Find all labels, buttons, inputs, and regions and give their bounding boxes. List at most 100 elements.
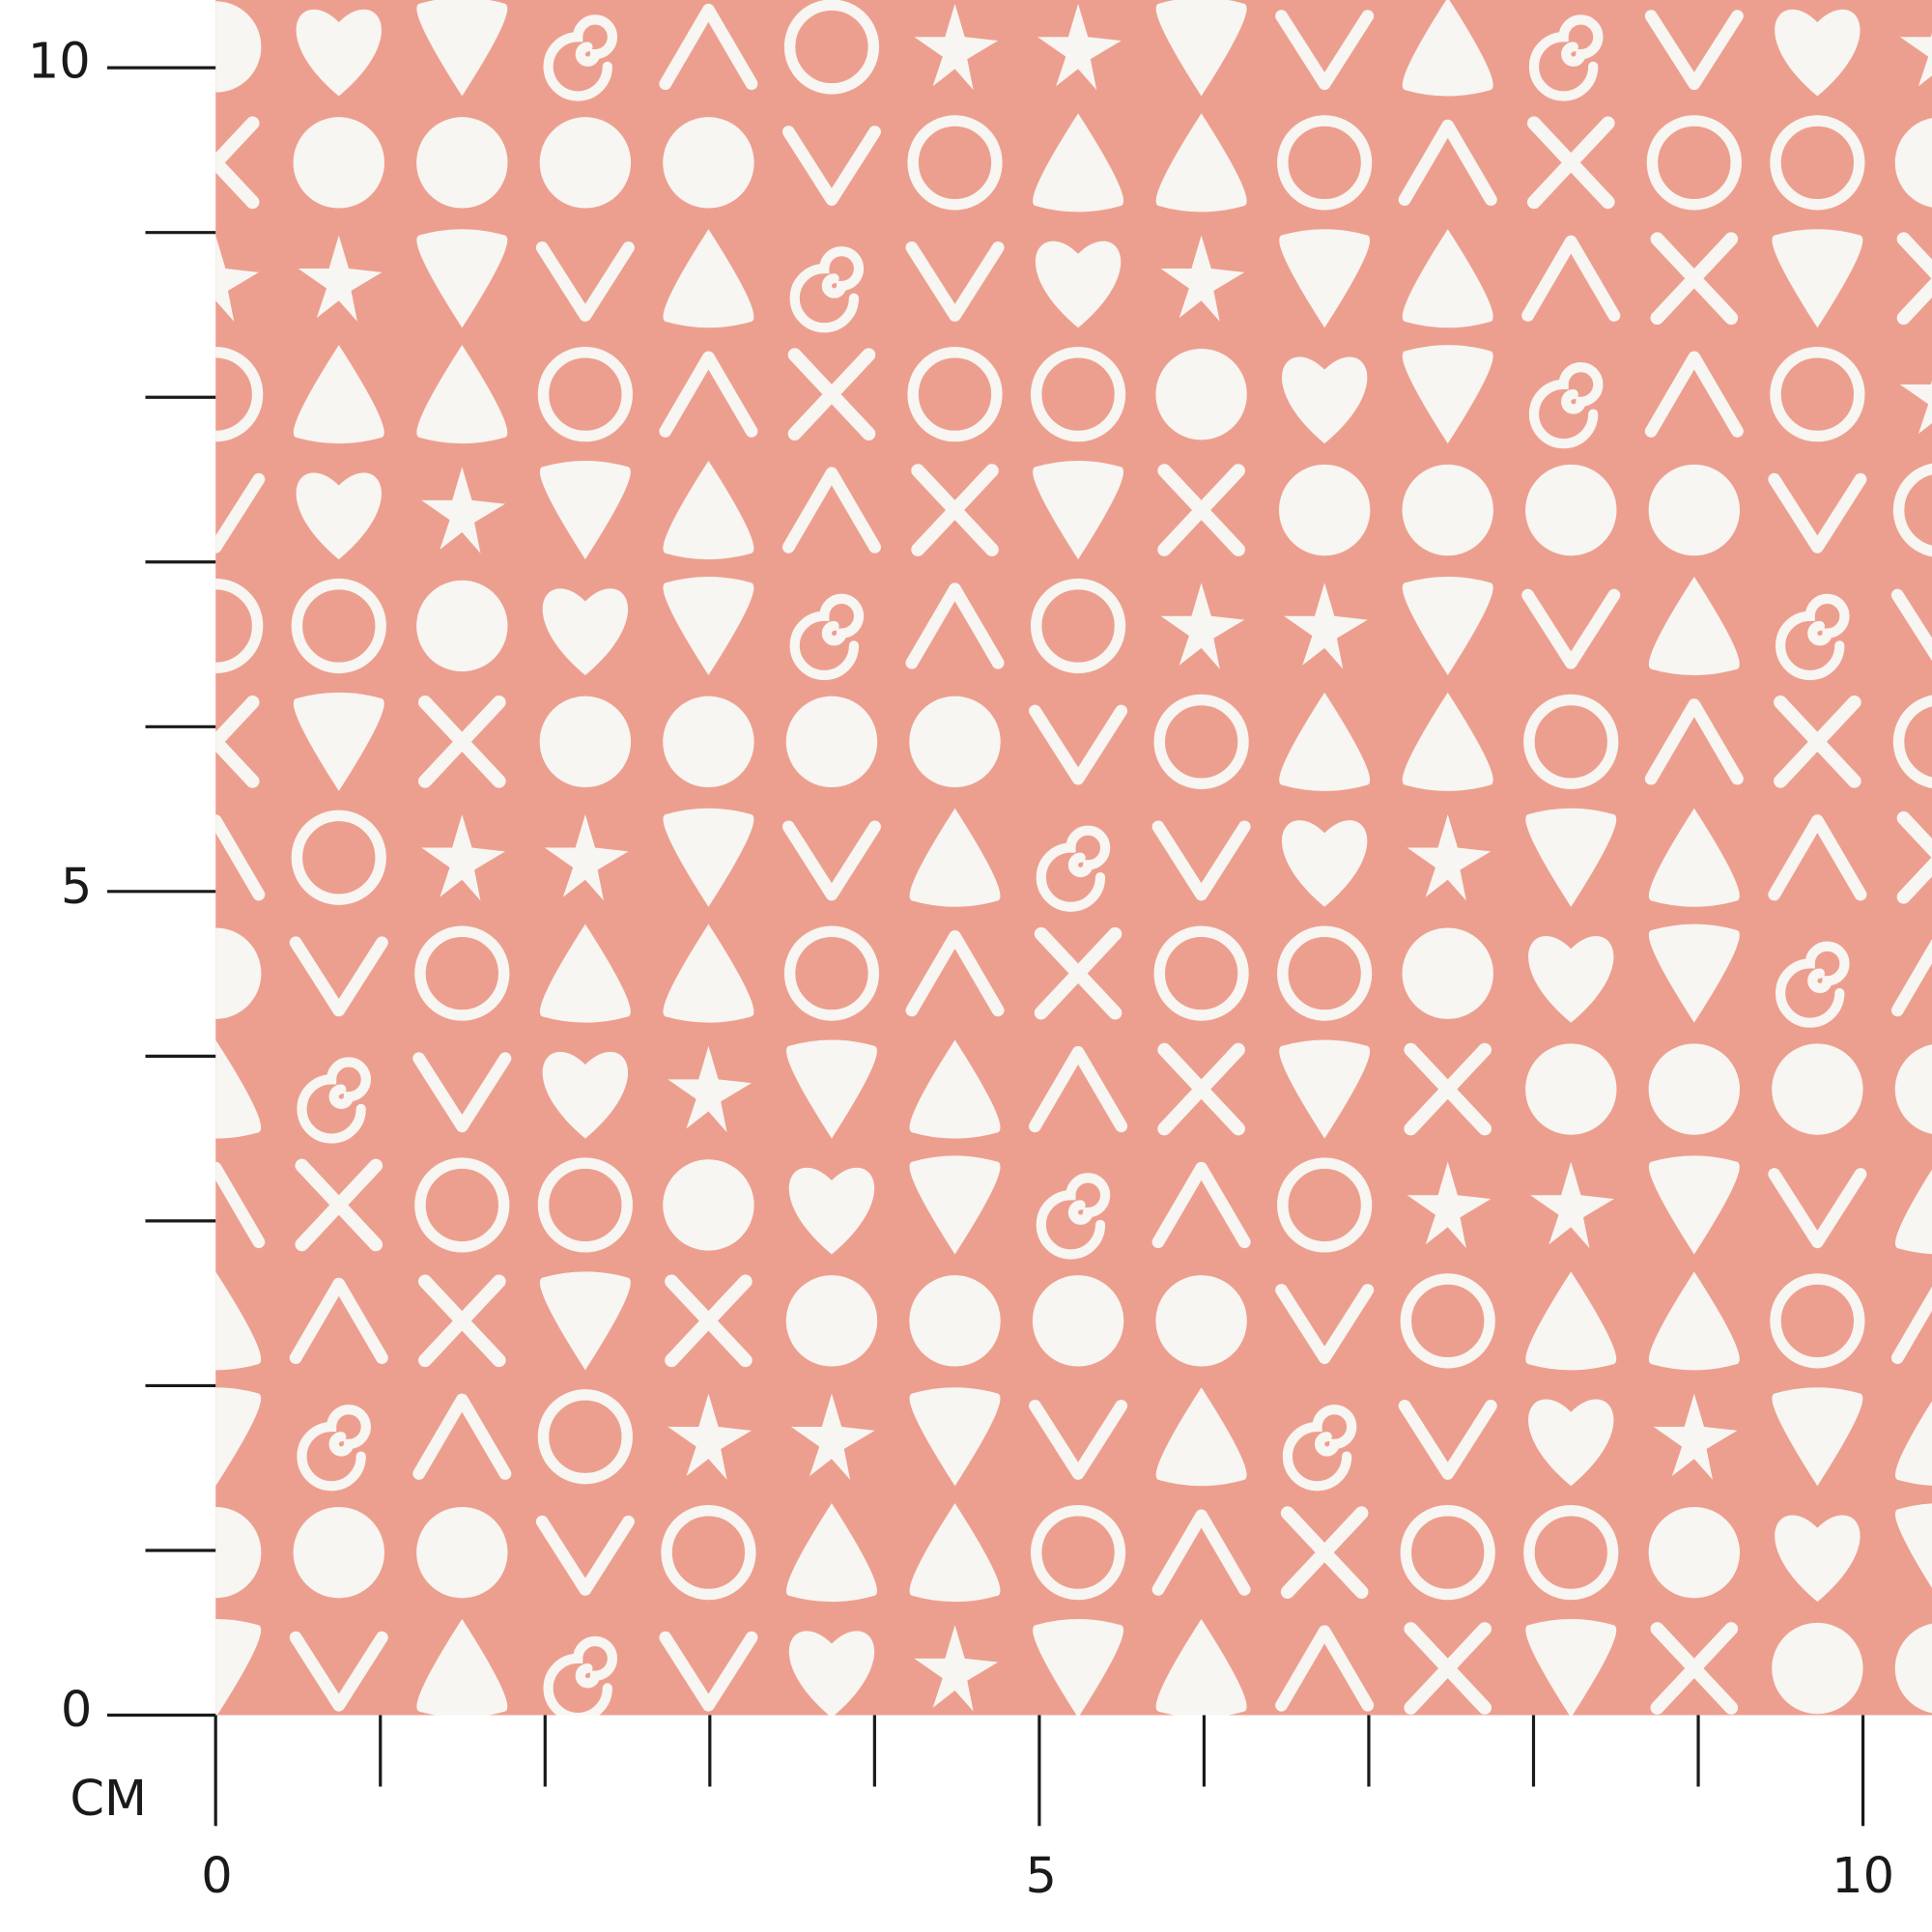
ring	[1523, 694, 1619, 789]
heart	[1528, 935, 1614, 1023]
down-triangle	[1525, 808, 1617, 907]
spiral	[1776, 941, 1850, 1028]
down-triangle	[1402, 345, 1493, 444]
triangle	[909, 1039, 1001, 1139]
dot	[293, 1506, 384, 1599]
star	[1653, 1393, 1738, 1480]
ring	[537, 1389, 633, 1485]
caret	[1275, 1625, 1375, 1712]
down-triangle	[1033, 461, 1124, 560]
chevron	[1029, 1399, 1128, 1480]
triangle	[663, 923, 754, 1023]
chevron	[1398, 1399, 1497, 1480]
h-ruler-label: 10	[1832, 1848, 1894, 1905]
caret	[905, 930, 1005, 1017]
dot	[1402, 464, 1493, 556]
triangle	[1894, 1401, 1932, 1487]
spiral	[1282, 1405, 1357, 1492]
chevron	[1768, 472, 1867, 554]
cross	[1650, 232, 1739, 326]
down-triangle	[663, 576, 754, 675]
heart	[1528, 1399, 1614, 1487]
triangle	[1648, 808, 1740, 907]
star	[1160, 582, 1245, 669]
cross	[1650, 1622, 1739, 1715]
dot	[293, 117, 384, 209]
ring	[907, 115, 1003, 211]
chevron	[289, 936, 388, 1017]
heart	[542, 588, 629, 675]
dot	[1402, 927, 1493, 1019]
ring	[1770, 115, 1865, 211]
heart	[296, 472, 382, 560]
caret	[215, 814, 266, 901]
cross	[1404, 1622, 1492, 1715]
triangle	[539, 923, 631, 1023]
star	[1160, 235, 1245, 322]
ring	[907, 347, 1003, 442]
chevron	[1151, 820, 1251, 901]
dot	[909, 696, 1001, 788]
dot	[785, 696, 878, 788]
cross	[1896, 810, 1932, 904]
spiral	[297, 1405, 371, 1492]
down-triangle	[293, 692, 384, 791]
chevron	[905, 241, 1005, 322]
heart	[788, 1631, 875, 1716]
ring	[291, 578, 386, 674]
chevron	[659, 1631, 758, 1712]
triangle	[1402, 0, 1493, 97]
down-triangle	[1648, 1155, 1740, 1255]
caret	[781, 467, 881, 554]
spiral	[1776, 593, 1850, 681]
spiral	[543, 1635, 618, 1716]
down-triangle	[1648, 923, 1740, 1023]
star	[421, 467, 505, 554]
triangle	[1279, 692, 1371, 791]
cross	[1526, 116, 1615, 210]
heart	[1281, 356, 1368, 444]
down-triangle	[1155, 0, 1247, 97]
v-ruler-label: 0	[61, 1682, 92, 1739]
ring	[537, 1157, 633, 1253]
dot	[663, 696, 754, 788]
cross	[215, 116, 260, 210]
cross	[1157, 464, 1245, 556]
triangle	[1894, 1169, 1932, 1255]
down-triangle	[786, 1039, 877, 1139]
cross	[295, 1158, 384, 1252]
dot	[1155, 348, 1247, 440]
ring	[1400, 1273, 1495, 1369]
spiral	[297, 1057, 371, 1144]
dot	[1032, 1275, 1124, 1367]
triangle	[215, 1039, 262, 1139]
ring	[1153, 925, 1249, 1021]
ring	[1770, 1273, 1865, 1369]
down-triangle	[663, 808, 754, 907]
ring	[1030, 578, 1126, 674]
dot	[1648, 1043, 1741, 1135]
ring	[1153, 694, 1249, 789]
ring	[1277, 1157, 1373, 1253]
heart	[542, 1051, 629, 1139]
dot	[416, 117, 508, 209]
triangle	[1525, 1271, 1617, 1371]
down-triangle	[909, 1155, 1001, 1255]
ring	[215, 578, 264, 674]
ring	[661, 1505, 756, 1601]
caret	[1644, 698, 1744, 785]
h-ruler-label: 0	[201, 1848, 232, 1905]
down-triangle	[1033, 1619, 1124, 1716]
dot	[1525, 464, 1617, 556]
down-triangle	[909, 1387, 1001, 1487]
star	[215, 235, 259, 322]
cross	[1280, 1506, 1369, 1599]
caret	[659, 3, 758, 91]
heart	[296, 9, 382, 97]
down-triangle	[1279, 229, 1371, 328]
ring	[1523, 1505, 1619, 1601]
cross	[1034, 926, 1122, 1020]
ring	[1030, 347, 1126, 442]
